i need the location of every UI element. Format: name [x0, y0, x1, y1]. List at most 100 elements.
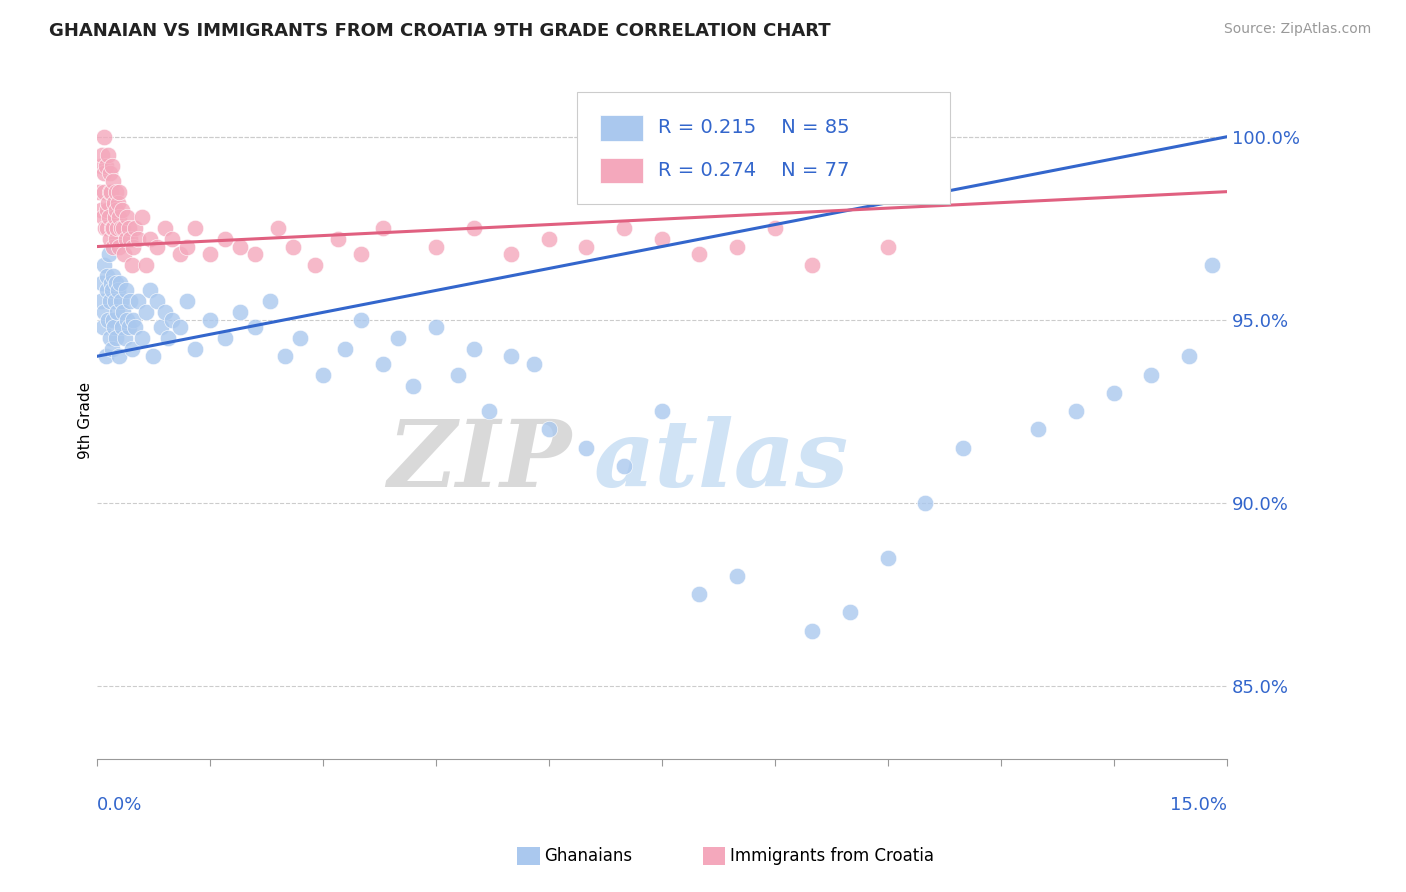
Point	[122, 312, 145, 326]
Point	[501, 247, 523, 261]
Point	[103, 221, 125, 235]
Point	[96, 221, 118, 235]
Point	[801, 258, 824, 272]
Point	[839, 606, 862, 620]
Text: Immigrants from Croatia: Immigrants from Croatia	[730, 847, 934, 865]
Point	[104, 232, 127, 246]
Point	[97, 312, 120, 326]
Bar	[600, 158, 643, 184]
Point	[425, 239, 447, 253]
Point	[1178, 349, 1201, 363]
Point	[114, 284, 136, 298]
Point	[763, 221, 786, 235]
Point	[725, 239, 748, 253]
Point	[91, 211, 114, 225]
Point	[135, 305, 157, 319]
Point	[96, 268, 118, 283]
Point	[153, 221, 176, 235]
Point	[121, 342, 143, 356]
Point	[463, 221, 485, 235]
Point	[229, 305, 252, 319]
Point	[94, 349, 117, 363]
Point	[122, 239, 145, 253]
Point	[1140, 368, 1163, 382]
Point	[157, 331, 180, 345]
Point	[131, 331, 153, 345]
Point	[184, 221, 207, 235]
Point	[371, 357, 394, 371]
Point	[266, 221, 288, 235]
Text: Ghanaians: Ghanaians	[544, 847, 633, 865]
Y-axis label: 9th Grade: 9th Grade	[79, 382, 93, 458]
Point	[127, 232, 149, 246]
Text: Source: ZipAtlas.com: Source: ZipAtlas.com	[1223, 22, 1371, 37]
Point	[138, 284, 160, 298]
Point	[335, 342, 357, 356]
Point	[876, 550, 898, 565]
Point	[105, 305, 128, 319]
Point	[90, 294, 112, 309]
Point	[146, 294, 169, 309]
Point	[463, 342, 485, 356]
Point	[110, 221, 132, 235]
Point	[876, 239, 898, 253]
Point	[97, 195, 120, 210]
Point	[169, 247, 191, 261]
Point	[110, 276, 132, 290]
Point	[477, 404, 499, 418]
Point	[1028, 422, 1050, 436]
Point	[100, 185, 122, 199]
Point	[97, 211, 120, 225]
Point	[91, 276, 114, 290]
Point	[371, 221, 394, 235]
Text: 15.0%: 15.0%	[1170, 796, 1227, 814]
Point	[115, 211, 138, 225]
Point	[107, 195, 129, 210]
Point	[118, 232, 141, 246]
Point	[114, 232, 136, 246]
Point	[108, 185, 131, 199]
Point	[94, 159, 117, 173]
Point	[108, 349, 131, 363]
Point	[124, 320, 146, 334]
Point	[97, 148, 120, 162]
Point	[117, 320, 139, 334]
Text: R = 0.215    N = 85: R = 0.215 N = 85	[658, 119, 851, 137]
Point	[1064, 404, 1087, 418]
Point	[176, 239, 198, 253]
Point	[146, 239, 169, 253]
Point	[402, 378, 425, 392]
Point	[107, 284, 129, 298]
Point	[93, 129, 115, 144]
Point	[160, 312, 183, 326]
Point	[100, 294, 122, 309]
Point	[176, 294, 198, 309]
Point	[107, 239, 129, 253]
Point	[138, 232, 160, 246]
Point	[111, 320, 134, 334]
Point	[101, 342, 124, 356]
Point	[349, 312, 371, 326]
Point	[312, 368, 335, 382]
Bar	[600, 115, 643, 141]
Point	[326, 232, 349, 246]
Point	[184, 342, 207, 356]
Point	[304, 258, 326, 272]
Point	[97, 247, 120, 261]
Point	[447, 368, 470, 382]
Point	[104, 185, 127, 199]
Point	[105, 331, 128, 345]
FancyBboxPatch shape	[576, 92, 950, 203]
Point	[112, 247, 135, 261]
Point	[105, 202, 128, 217]
Point	[90, 159, 112, 173]
Point	[93, 166, 115, 180]
Point	[243, 320, 266, 334]
Point	[575, 239, 598, 253]
Point	[96, 202, 118, 217]
Text: ZIP: ZIP	[387, 416, 571, 506]
Point	[651, 404, 673, 418]
Point	[93, 185, 115, 199]
Point	[103, 320, 125, 334]
Point	[1201, 258, 1223, 272]
